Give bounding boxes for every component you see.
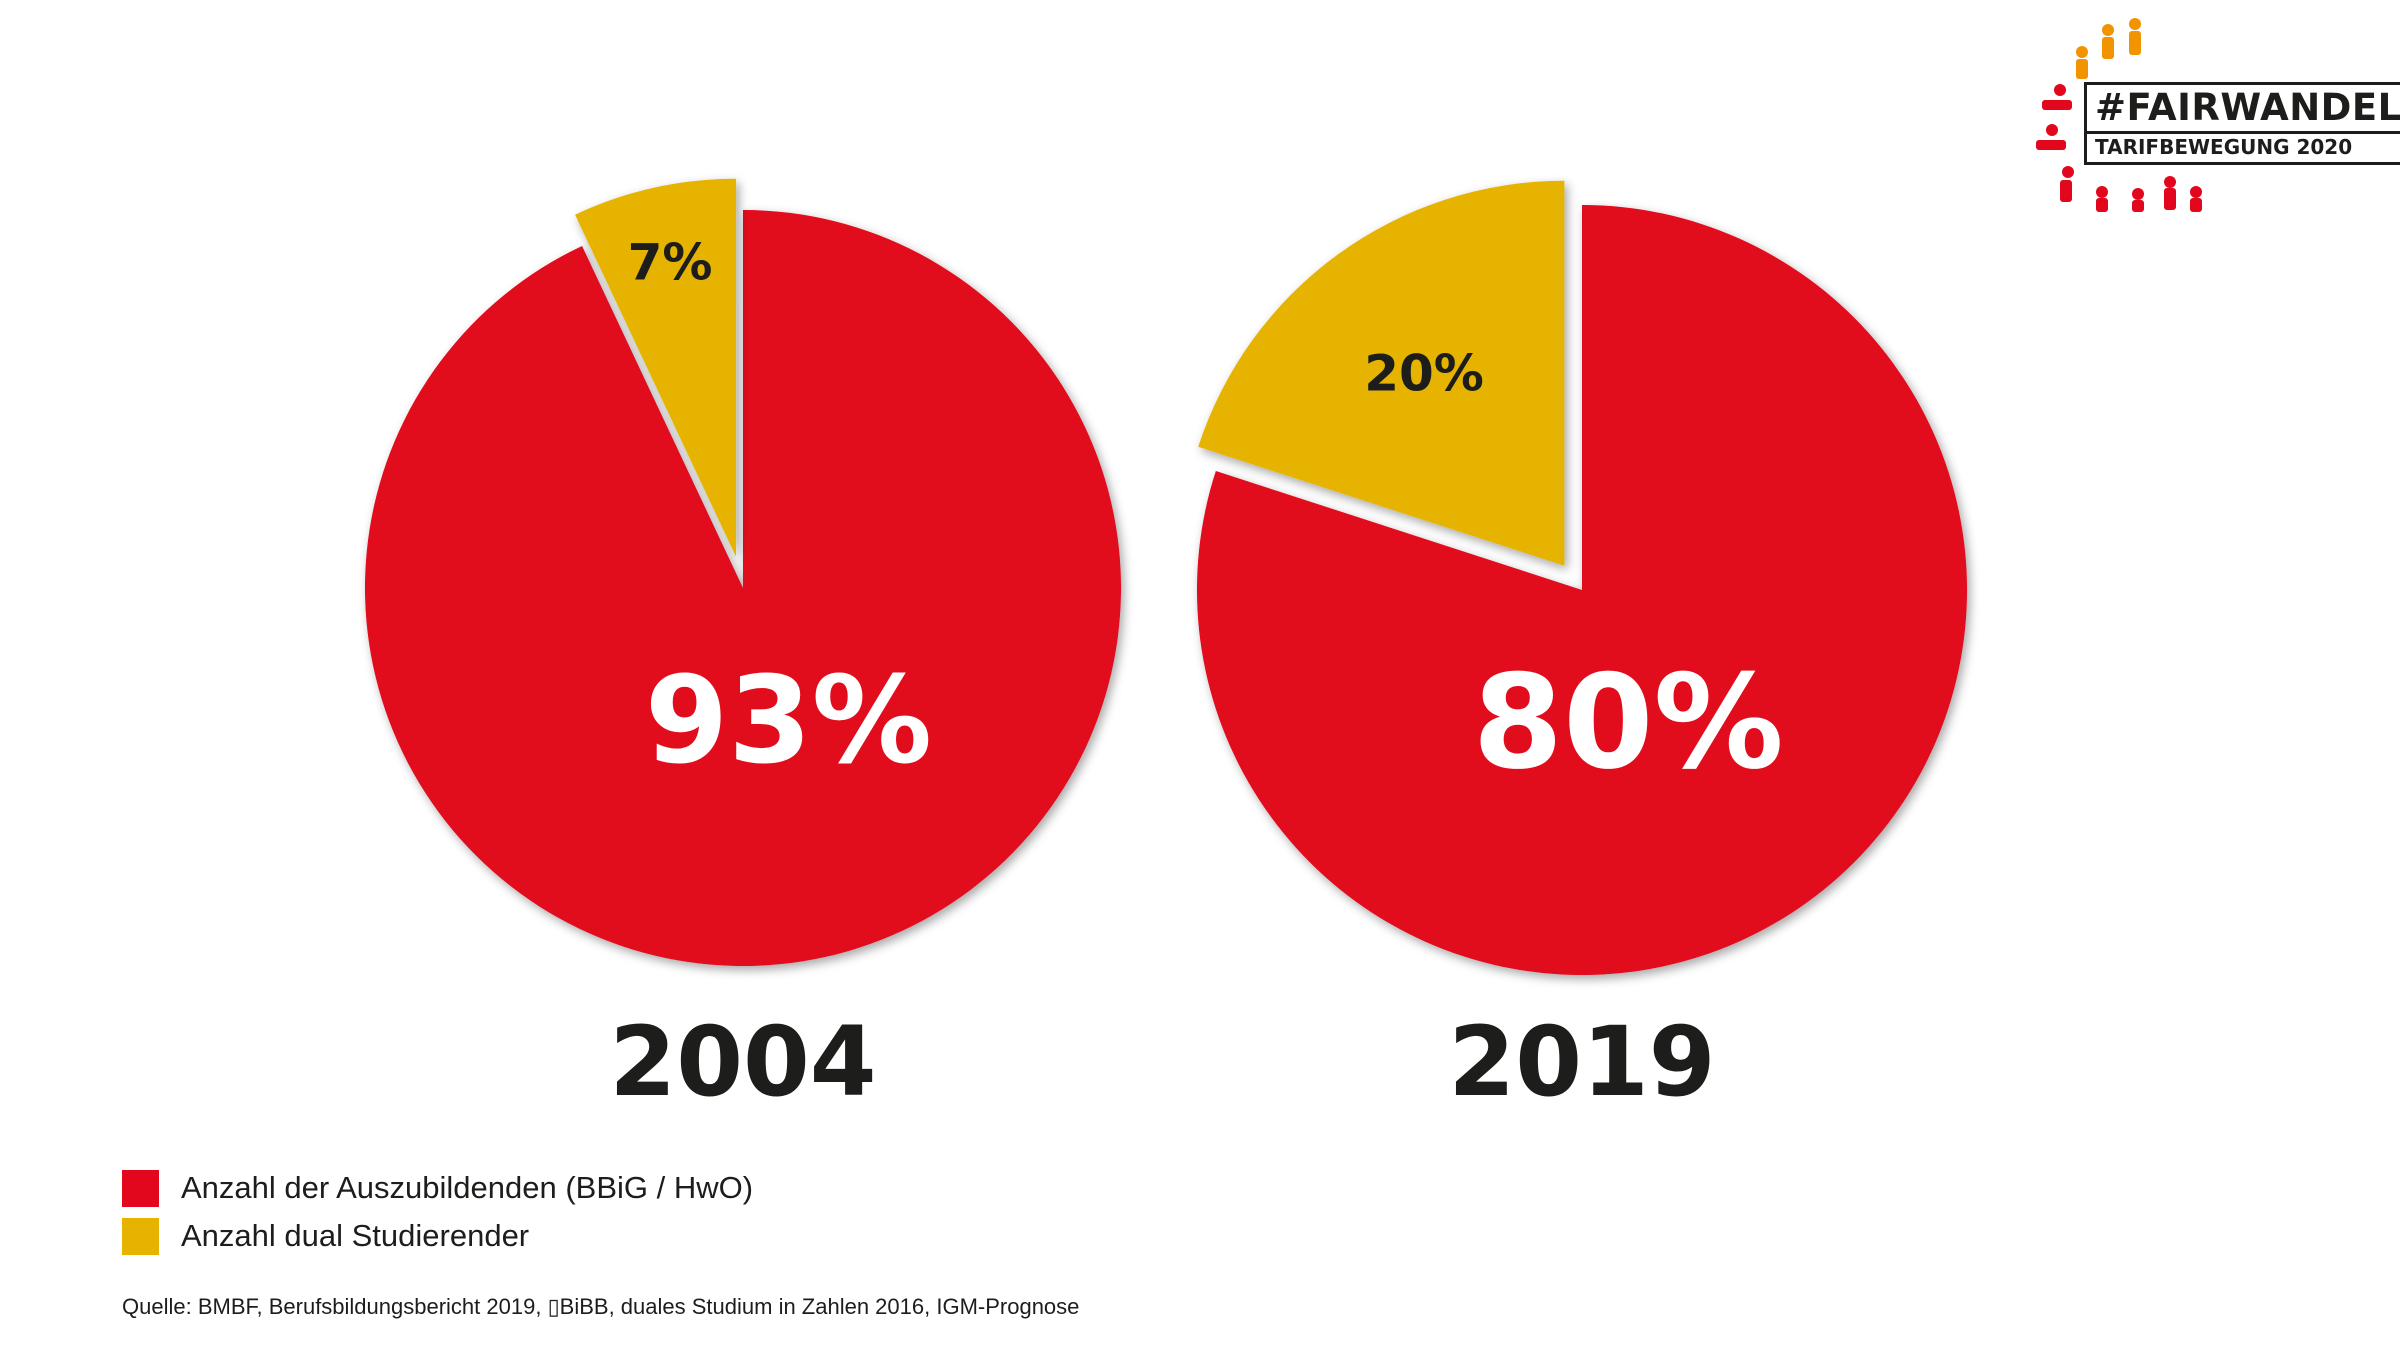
legend-item-dual-studierende: Anzahl dual Studierender — [122, 1212, 753, 1260]
logo-figures-icon — [2036, 18, 2202, 212]
slice-dual-studierende-2004 — [575, 178, 737, 557]
year-label-2019: 2019 — [1448, 1006, 1715, 1118]
slice-dual-studierende-2019 — [1198, 180, 1565, 566]
logo-subtitle: TARIFBEWEGUNG 2020 — [2087, 131, 2400, 162]
legend-swatch-red — [122, 1169, 159, 1207]
slice-auszubildende-2004 — [364, 210, 1121, 966]
pie-2019: 20% 80% 2019 — [1196, 180, 1967, 1118]
year-label-2004: 2004 — [609, 1006, 876, 1118]
legend-item-auszubildende: Anzahl der Auszubildenden (BBiG / HwO) — [122, 1164, 753, 1212]
legend-label-dual-studierende: Anzahl dual Studierender — [181, 1218, 530, 1253]
legend-swatch-yellow — [122, 1217, 159, 1255]
fairwandel-logo: #FAIRWANDEL TARIFBEWEGUNG 2020 — [2020, 12, 2400, 212]
slice-auszubildende-2019 — [1196, 205, 1967, 975]
label-auszubildende-2019: 80% — [1473, 646, 1784, 798]
source-note: Quelle: BMBF, Berufsbildungsbericht 2019… — [122, 1294, 1080, 1319]
label-dual-studierende-2019: 20% — [1364, 345, 1484, 403]
legend-label-auszubildende: Anzahl der Auszubildenden (BBiG / HwO) — [181, 1170, 754, 1205]
logo-hashtag: #FAIRWANDEL — [2095, 86, 2400, 129]
label-dual-studierende-2004: 7% — [628, 234, 713, 292]
logo-text-box: #FAIRWANDEL TARIFBEWEGUNG 2020 — [2084, 82, 2400, 165]
label-auszubildende-2004: 93% — [645, 652, 932, 791]
pie-2004: 7% 93% 2004 — [364, 178, 1121, 1118]
legend: Anzahl der Auszubildenden (BBiG / HwO) A… — [122, 1164, 753, 1260]
